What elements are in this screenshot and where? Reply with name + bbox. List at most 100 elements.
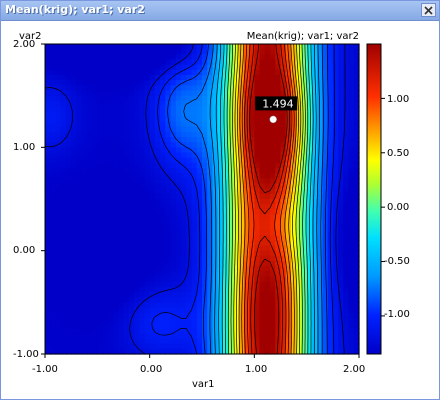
heatmap-cell: [311, 333, 318, 340]
heatmap-cell: [311, 183, 318, 190]
heatmap-cell: [160, 168, 166, 174]
heatmap-cell: [107, 59, 114, 66]
heatmap-cell: [290, 266, 297, 272]
heatmap-cell: [306, 152, 313, 159]
heatmap-cell: [149, 111, 156, 117]
heatmap-cell: [233, 266, 240, 272]
heatmap-cell: [144, 348, 151, 355]
heatmap-cell: [243, 230, 250, 236]
heatmap-cell: [97, 302, 104, 309]
heatmap-cell: [55, 312, 62, 319]
heatmap-cell: [154, 131, 161, 138]
heatmap-cell: [123, 49, 130, 55]
heatmap-cell: [86, 266, 93, 272]
heatmap-cell: [92, 183, 98, 190]
heatmap-cell: [71, 240, 77, 247]
heatmap-cell: [207, 219, 214, 226]
heatmap-cell: [107, 188, 114, 195]
heatmap-cell: [311, 90, 318, 97]
heatmap-cell: [348, 245, 355, 252]
heatmap-cell: [92, 147, 98, 154]
heatmap-cell: [107, 317, 114, 324]
heatmap-cell: [71, 266, 77, 272]
heatmap-cell: [343, 338, 350, 345]
heatmap-cell: [238, 90, 245, 97]
close-button[interactable]: [421, 3, 436, 17]
heatmap-cell: [149, 100, 156, 107]
heatmap-cell: [81, 54, 88, 61]
heatmap-cell: [243, 69, 250, 76]
heatmap-cell: [270, 49, 276, 55]
heatmap-cell: [128, 90, 135, 97]
heatmap-cell: [186, 69, 193, 76]
heatmap-cell: [97, 276, 104, 283]
heatmap-cell: [123, 292, 130, 298]
heatmap-cell: [285, 183, 292, 190]
heatmap-cell: [353, 90, 360, 97]
marker-dot[interactable]: [269, 115, 277, 124]
heatmap-cell: [301, 59, 308, 66]
heatmap-cell: [60, 152, 67, 159]
heatmap-cell: [196, 44, 203, 50]
heatmap-cell: [160, 152, 166, 159]
heatmap-cell: [107, 338, 114, 345]
heatmap-cell: [306, 168, 313, 174]
heatmap-cell: [113, 54, 119, 61]
heatmap-cell: [228, 250, 234, 257]
heatmap-cell: [97, 100, 104, 107]
heatmap-cell: [128, 240, 135, 247]
heatmap-cell: [259, 59, 266, 66]
heatmap-cell: [45, 100, 51, 107]
heatmap-cell: [317, 292, 323, 298]
heatmap-cell: [118, 286, 125, 293]
heatmap-cell: [301, 121, 308, 128]
heatmap-cell: [175, 286, 182, 293]
heatmap-cell: [55, 69, 62, 76]
heatmap-cell: [102, 230, 109, 236]
heatmap-cell: [212, 317, 219, 324]
heatmap-cell: [196, 116, 203, 123]
heatmap-cell: [133, 116, 140, 123]
heatmap-cell: [222, 297, 229, 303]
title-bar[interactable]: Mean(krig); var1; var2: [1, 1, 439, 21]
heatmap-cell: [280, 90, 287, 97]
heatmap-cell: [280, 173, 287, 179]
heatmap-cell: [296, 240, 303, 247]
heatmap-cell: [217, 235, 224, 241]
heatmap-cell: [212, 85, 219, 92]
heatmap-cell: [50, 224, 57, 231]
heatmap-cell: [353, 85, 360, 92]
heatmap-cell: [353, 75, 360, 81]
heatmap-cell: [191, 85, 198, 92]
heatmap-cell: [81, 157, 88, 164]
heatmap-cell: [275, 168, 282, 174]
heatmap-cell: [139, 276, 146, 283]
heatmap-cell: [212, 178, 219, 185]
heatmap-cell: [222, 95, 229, 102]
heatmap-cell: [191, 348, 198, 355]
heatmap-cell: [348, 214, 355, 221]
heatmap-cell: [212, 173, 219, 179]
heatmap-cell: [81, 302, 88, 309]
heatmap-cell: [202, 317, 208, 324]
maximum-marker[interactable]: 1.494: [255, 96, 298, 124]
heatmap-cell: [348, 343, 355, 350]
heatmap-cell: [222, 85, 229, 92]
heatmap-cell: [212, 168, 219, 174]
heatmap-cell: [160, 338, 166, 345]
heatmap-cell: [332, 152, 339, 159]
heatmap-cell: [139, 178, 146, 185]
heatmap-cell: [149, 224, 156, 231]
heatmap-cell: [86, 255, 93, 262]
heatmap-cell: [191, 224, 198, 231]
heatmap-cell: [181, 193, 187, 200]
heatmap-cell: [113, 261, 119, 267]
heatmap-cell: [317, 240, 323, 247]
heatmap-cell: [144, 224, 151, 231]
heatmap-cell: [149, 75, 156, 81]
heatmap-cell: [202, 255, 208, 262]
heatmap-cell: [133, 188, 140, 195]
heatmap-cell: [86, 54, 93, 61]
heatmap-cell: [343, 116, 350, 123]
colorbar-tick-label: 0.00: [387, 202, 410, 213]
